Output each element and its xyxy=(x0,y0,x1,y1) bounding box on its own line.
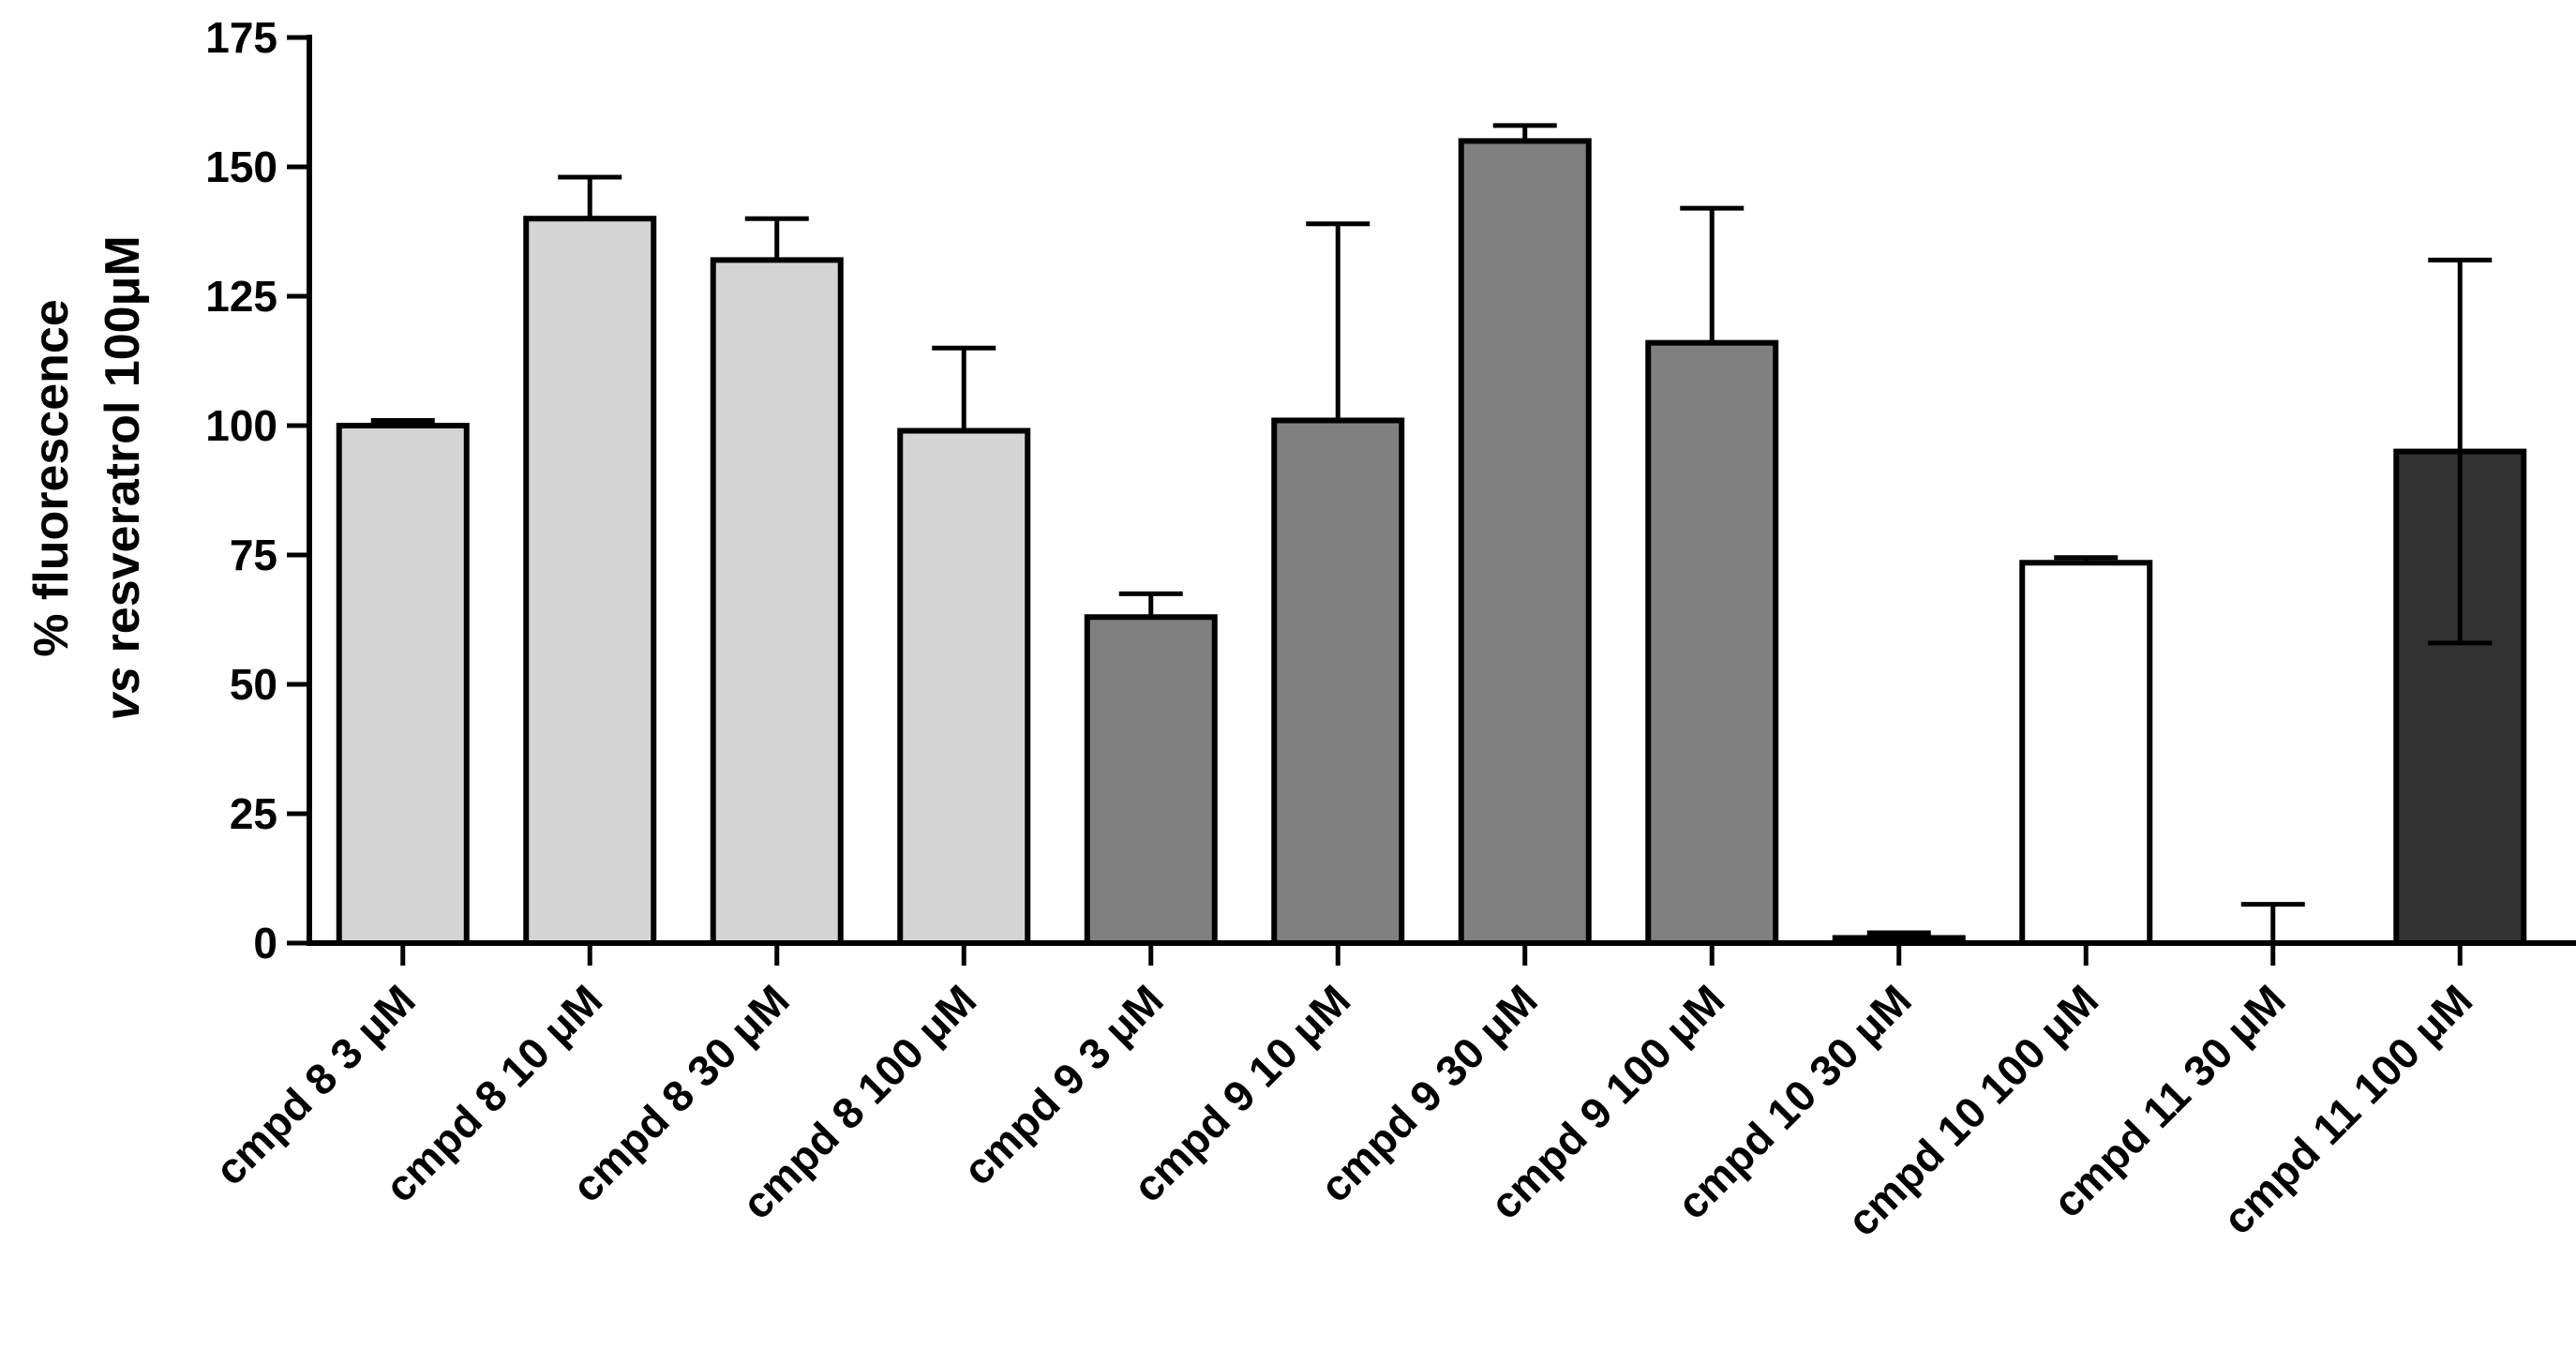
y-tick-label: 175 xyxy=(205,13,277,62)
bar xyxy=(1084,614,1218,946)
y-tick-label: 0 xyxy=(253,919,277,967)
bar xyxy=(1645,339,1779,946)
bar xyxy=(710,257,844,946)
y-axis-title-line1: % fluorescence xyxy=(24,299,79,657)
bar xyxy=(1271,417,1405,947)
y-tick-label: 125 xyxy=(205,272,277,321)
bars-group xyxy=(336,138,2527,947)
y-tick-label: 150 xyxy=(205,142,277,191)
bar xyxy=(2019,560,2153,947)
bar xyxy=(523,216,657,946)
y-ticks-group: 0 25 50 75 100 125 150 175 xyxy=(205,13,309,967)
axes-group xyxy=(307,35,2576,966)
y-tick-label: 75 xyxy=(230,531,277,579)
y-axis-title-line2: resveratrol 100μM xyxy=(96,235,150,667)
y-tick-label: 100 xyxy=(205,401,277,450)
svg-text:% fluorescence: % fluorescence xyxy=(24,299,79,657)
y-axis-title: % fluorescence vs resveratrol 100μM xyxy=(24,235,150,720)
bar xyxy=(897,427,1031,946)
y-tick-label: 50 xyxy=(230,660,277,709)
bar xyxy=(336,423,470,946)
bar xyxy=(1458,138,1592,946)
y-tick-label: 25 xyxy=(230,789,277,838)
error-bars-group xyxy=(370,123,2493,943)
y-axis-title-vs: vs xyxy=(96,667,150,721)
svg-text:vs resveratrol 100μM: vs resveratrol 100μM xyxy=(96,235,150,720)
